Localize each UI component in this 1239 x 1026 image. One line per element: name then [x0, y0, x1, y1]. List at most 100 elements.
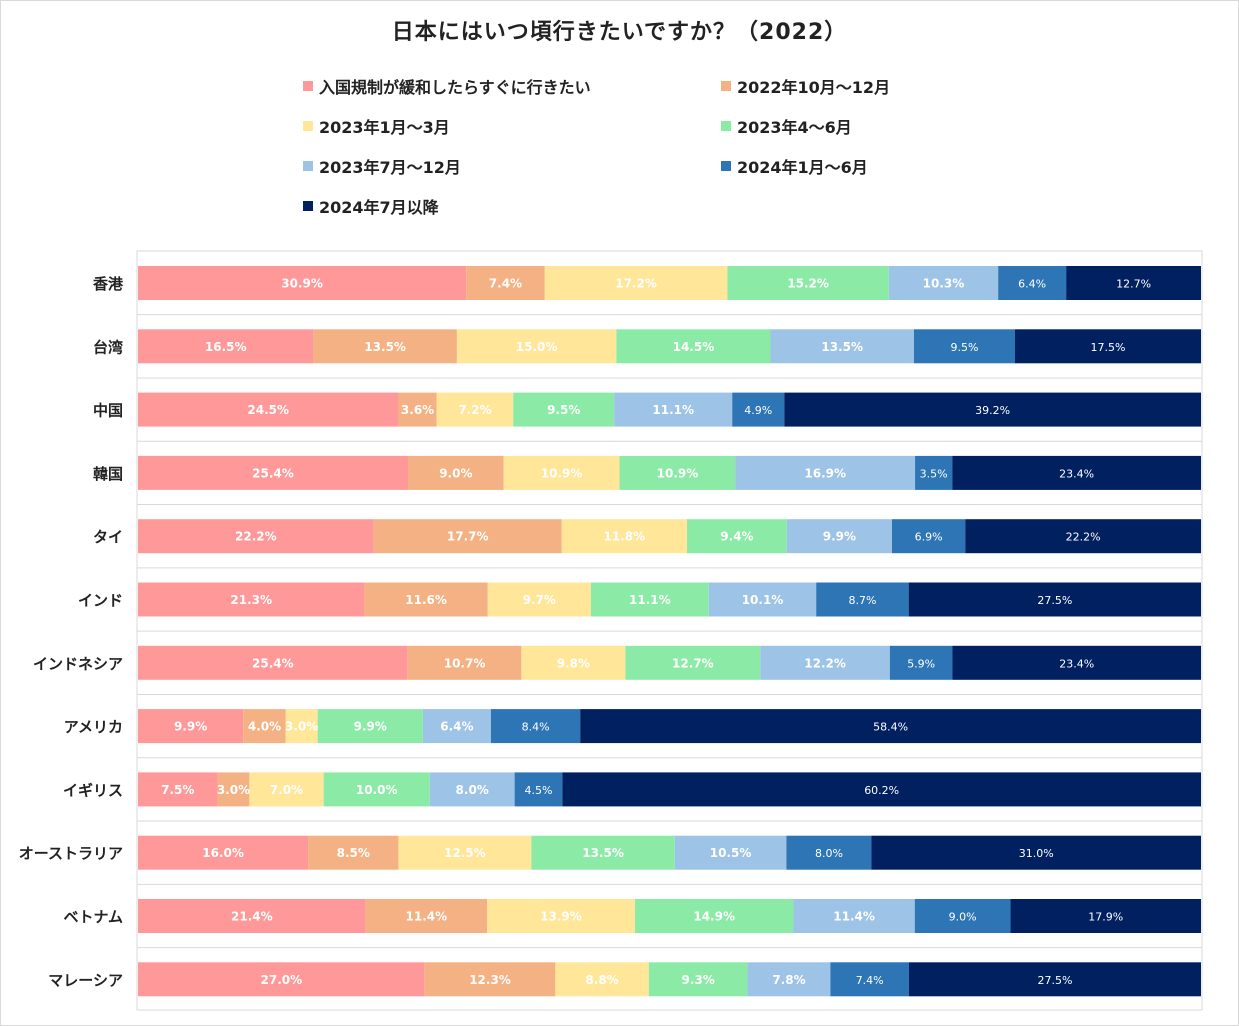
bar-segment	[674, 835, 787, 870]
bar-segment	[249, 772, 324, 807]
data-label: 10.1%	[742, 593, 784, 607]
data-label: 21.4%	[231, 910, 273, 924]
data-label: 3.5%	[920, 467, 948, 480]
bar-segment	[487, 899, 635, 933]
data-label: 11.4%	[833, 910, 875, 924]
data-label: 7.4%	[856, 974, 884, 987]
legend-label: 2023年7月～12月	[319, 158, 461, 177]
data-label: 12.2%	[804, 656, 846, 670]
legend-label: 2024年1月～6月	[737, 158, 868, 177]
data-label: 16.9%	[804, 466, 846, 480]
legend-swatch	[721, 161, 731, 171]
bar-segment	[908, 582, 1201, 617]
data-label: 13.5%	[364, 340, 406, 354]
bar-segment	[429, 772, 515, 807]
bar-segment	[732, 392, 785, 427]
data-label: 12.3%	[469, 973, 511, 987]
data-label: 39.2%	[975, 404, 1010, 417]
data-label: 8.7%	[848, 594, 876, 607]
legend-item: 2023年1月～3月	[303, 114, 450, 138]
data-label: 14.9%	[693, 910, 735, 924]
data-label: 17.5%	[1091, 341, 1126, 354]
bar-segment	[830, 962, 909, 997]
data-label: 12.7%	[1116, 278, 1151, 291]
bar-segment	[138, 519, 374, 554]
data-label: 11.1%	[629, 593, 671, 607]
bar-segment	[313, 329, 457, 364]
data-label: 8.0%	[456, 783, 489, 797]
bar-segment	[138, 582, 365, 617]
category-label: インド	[78, 592, 123, 610]
data-label: 22.2%	[235, 530, 277, 544]
bar-segment	[531, 835, 675, 870]
data-label: 10.3%	[923, 277, 965, 291]
bar-segment	[138, 392, 399, 427]
bar-segment	[398, 835, 532, 870]
data-label: 60.2%	[864, 784, 899, 797]
data-label: 7.0%	[270, 783, 303, 797]
data-label: 6.4%	[1018, 278, 1046, 291]
bar-segment	[708, 582, 817, 617]
data-label: 27.0%	[261, 973, 303, 987]
bar-segment	[521, 645, 626, 680]
bar-segment	[871, 835, 1201, 870]
legend-item: 2023年7月～12月	[303, 154, 461, 178]
data-label: 4.5%	[525, 784, 553, 797]
data-label: 14.5%	[673, 340, 715, 354]
data-label: 9.7%	[523, 593, 556, 607]
bar-segment	[1010, 899, 1201, 933]
bar-segment	[908, 962, 1201, 997]
bar-segment	[634, 899, 794, 933]
bar-segment	[580, 709, 1201, 744]
data-label: 25.4%	[252, 466, 294, 480]
data-label: 7.5%	[161, 783, 194, 797]
bar-segment	[408, 455, 504, 490]
bar-segment	[490, 709, 581, 744]
bar-segment	[407, 645, 522, 680]
bar-segment	[138, 266, 467, 300]
bar-segment	[914, 899, 1011, 933]
data-label: 12.7%	[672, 656, 714, 670]
bar-segment	[138, 329, 314, 364]
data-label: 9.9%	[823, 530, 856, 544]
bar-segment	[503, 455, 620, 490]
data-label: 15.0%	[516, 340, 558, 354]
bar-segment	[323, 772, 430, 807]
data-label: 27.5%	[1037, 594, 1072, 607]
data-label: 11.8%	[604, 530, 646, 544]
data-label: 3.6%	[401, 403, 434, 417]
data-label: 5.9%	[907, 657, 935, 670]
data-label: 7.2%	[458, 403, 491, 417]
bar-segment	[648, 962, 748, 997]
bar-segment	[889, 645, 953, 680]
bar-segment	[308, 835, 399, 870]
bar-segment	[915, 455, 953, 490]
bar-segment	[513, 392, 615, 427]
data-label: 9.5%	[547, 403, 580, 417]
data-label: 23.4%	[1059, 467, 1094, 480]
bar-segment	[424, 962, 556, 997]
data-label: 9.9%	[174, 720, 207, 734]
legend-label: 2022年10月～12月	[737, 78, 891, 97]
bar-segment	[138, 645, 408, 680]
bar-segment	[625, 645, 761, 680]
data-label: 13.5%	[821, 340, 863, 354]
bar-segment	[614, 392, 733, 427]
data-label: 10.9%	[657, 466, 699, 480]
data-label: 10.9%	[541, 466, 583, 480]
legend-item: 2023年4～6月	[721, 114, 852, 138]
category-label: インドネシア	[33, 655, 123, 673]
data-label: 23.4%	[1059, 657, 1094, 670]
bar-segment	[487, 582, 591, 617]
bar-segment	[243, 709, 286, 744]
data-label: 7.4%	[489, 277, 522, 291]
bar-segment	[687, 519, 787, 554]
data-label: 8.5%	[337, 846, 370, 860]
data-label: 9.0%	[949, 911, 977, 924]
legend-label: 入国規制が緩和したらすぐに行きたい	[319, 78, 591, 97]
bar-segment	[747, 962, 831, 997]
category-label: 台湾	[93, 338, 123, 356]
category-label: 香港	[93, 275, 124, 293]
category-label: マレーシア	[48, 971, 123, 989]
legend-swatch	[303, 81, 313, 91]
